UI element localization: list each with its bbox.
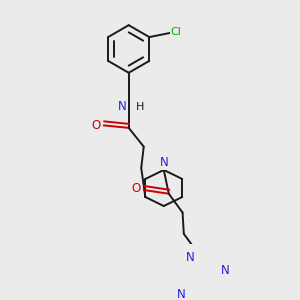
Text: N: N (118, 100, 127, 113)
Text: H: H (136, 102, 144, 112)
Text: N: N (177, 288, 185, 300)
Text: Cl: Cl (170, 27, 181, 37)
Text: N: N (186, 251, 194, 264)
Text: O: O (92, 119, 101, 132)
Text: N: N (221, 264, 230, 277)
Text: O: O (132, 182, 141, 195)
Text: N: N (160, 156, 169, 169)
